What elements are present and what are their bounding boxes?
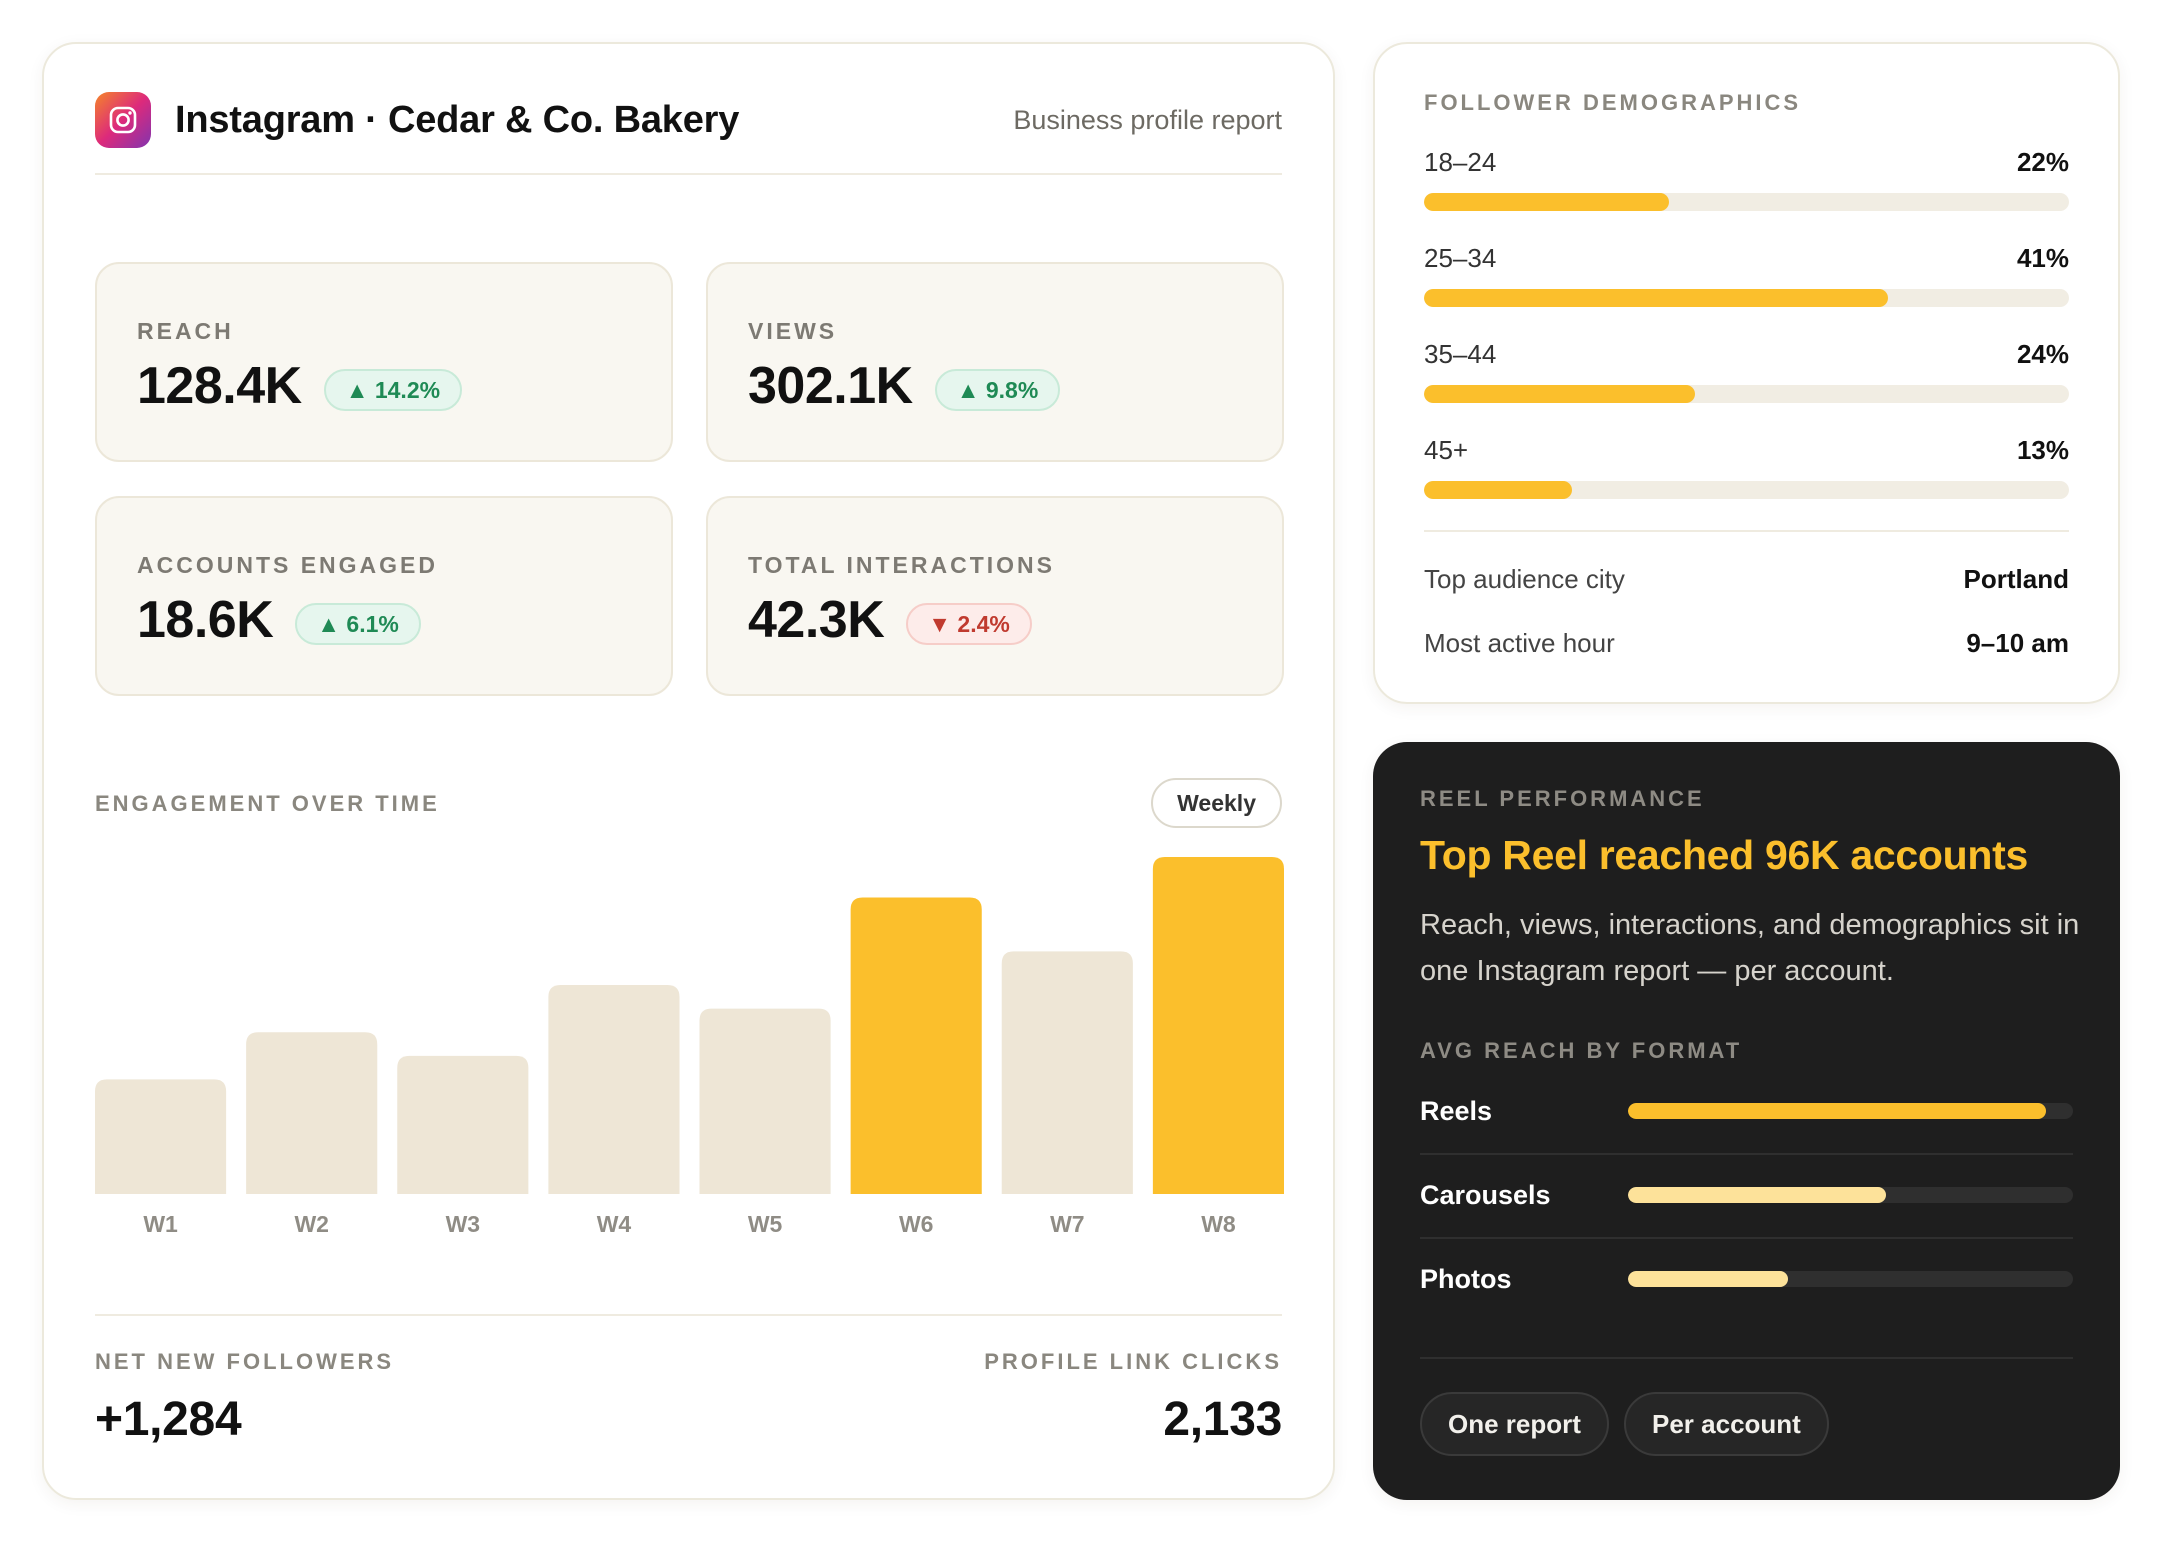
demographics-divider xyxy=(1424,530,2069,532)
kpi-value: 18.6K xyxy=(137,591,274,649)
reel-performance-label: REEL PERFORMANCE xyxy=(1420,786,1705,811)
chart-bar-w6 xyxy=(850,897,982,1194)
kpi-label: REACH xyxy=(137,318,234,344)
age-label: 25–34 xyxy=(1424,243,1497,273)
format-row-reels: Reels xyxy=(1420,1069,2073,1153)
age-row-25-34: 25–34 41% xyxy=(1424,243,2069,313)
x-tick-label: W3 xyxy=(446,1211,481,1237)
most-active-hour-row: Most active hour 9–10 am xyxy=(1424,628,2069,659)
kpi-value: 128.4K xyxy=(137,357,302,415)
x-tick-label: W5 xyxy=(748,1211,783,1237)
reel-description: Reach, views, interactions, and demograp… xyxy=(1420,909,2080,987)
period-toggle-weekly[interactable]: Weekly xyxy=(1151,778,1282,828)
format-bar-fill xyxy=(1628,1271,1789,1287)
age-label: 18–24 xyxy=(1424,147,1497,177)
x-tick-label: W2 xyxy=(294,1211,329,1237)
net-new-followers-value: +1,284 xyxy=(95,1393,242,1446)
x-tick-label: W6 xyxy=(899,1211,934,1237)
chart-bar-w3 xyxy=(397,1055,529,1194)
kpi-value: 42.3K xyxy=(748,591,885,649)
age-bar-fill xyxy=(1424,193,1670,211)
kpi-label: VIEWS xyxy=(748,318,838,344)
age-row-35-44: 35–44 24% xyxy=(1424,339,2069,409)
age-bar-track xyxy=(1424,289,2069,307)
reel-headline: Top Reel reached 96K accounts xyxy=(1420,832,2029,878)
net-new-followers-label: NET NEW FOLLOWERS xyxy=(95,1349,395,1374)
engagement-report-card: Instagram · Cedar & Co. Bakery Business … xyxy=(42,42,1335,1500)
age-bar-track xyxy=(1424,481,2069,499)
age-row-45-plus: 45+ 13% xyxy=(1424,435,2069,505)
chart-bar-w2 xyxy=(246,1032,378,1194)
x-tick-label: W4 xyxy=(597,1211,632,1237)
format-bar-fill xyxy=(1628,1187,1887,1203)
kpi-label: TOTAL INTERACTIONS xyxy=(748,552,1055,578)
stat-value: Portland xyxy=(1963,564,2069,594)
age-bar-track xyxy=(1424,193,2069,211)
format-divider xyxy=(1420,1237,2073,1239)
x-tick-label: W8 xyxy=(1201,1211,1236,1237)
format-row-carousels: Carousels xyxy=(1420,1153,2073,1237)
report-subtitle: Business profile report xyxy=(1013,105,1282,135)
kpi-card-reach[interactable]: REACH 128.4K ▲ 14.2% xyxy=(95,262,673,462)
kpi-card-total-interactions[interactable]: TOTAL INTERACTIONS 42.3K ▼ 2.4% xyxy=(706,496,1284,696)
demographics-label: FOLLOWER DEMOGRAPHICS xyxy=(1424,90,1802,115)
format-name: Photos xyxy=(1420,1263,1512,1294)
reel-performance-card: REEL PERFORMANCE Top Reel reached 96K ac… xyxy=(1373,742,2120,1500)
chart-bar-w7 xyxy=(1001,951,1133,1194)
age-percent: 13% xyxy=(2016,435,2069,465)
per-account-pill[interactable]: Per account xyxy=(1624,1392,1829,1456)
format-name: Carousels xyxy=(1420,1179,1551,1210)
report-header: Instagram · Cedar & Co. Bakery Business … xyxy=(95,92,1282,175)
chart-bar-w5 xyxy=(699,1008,831,1194)
footer-divider xyxy=(95,1314,1282,1316)
delta-badge: ▲ 6.1% xyxy=(295,603,421,645)
profile-link-clicks-value: 2,133 xyxy=(1163,1393,1282,1446)
format-divider xyxy=(1420,1153,2073,1155)
engagement-bar-chart: W1 W2 W3 W4 W5 W6 W7 W8 xyxy=(95,857,1284,1237)
x-tick-label: W7 xyxy=(1050,1211,1085,1237)
format-name: Reels xyxy=(1420,1095,1493,1126)
kpi-label: ACCOUNTS ENGAGED xyxy=(137,552,439,578)
format-divider xyxy=(1420,1357,2073,1359)
stat-key: Most active hour xyxy=(1424,628,1615,658)
format-row-photos: Photos xyxy=(1420,1237,2073,1321)
chart-bar-w4 xyxy=(548,985,680,1194)
chart-bar-w8 xyxy=(1152,857,1284,1194)
age-bar-track xyxy=(1424,385,2069,403)
one-report-pill[interactable]: One report xyxy=(1420,1392,1609,1456)
kpi-card-accounts-engaged[interactable]: ACCOUNTS ENGAGED 18.6K ▲ 6.1% xyxy=(95,496,673,696)
profile-link-clicks-label: PROFILE LINK CLICKS xyxy=(984,1349,1282,1374)
age-percent: 24% xyxy=(2016,339,2069,369)
engagement-section-label: ENGAGEMENT OVER TIME xyxy=(95,791,440,816)
age-percent: 41% xyxy=(2016,243,2069,273)
stat-value: 9–10 am xyxy=(1966,628,2069,658)
format-bar-track xyxy=(1628,1187,2073,1203)
avg-reach-by-format-label: AVG REACH BY FORMAT xyxy=(1420,1038,1743,1063)
top-audience-city-row: Top audience city Portland xyxy=(1424,564,2069,595)
chart-bar-w1 xyxy=(95,1079,227,1194)
kpi-card-views[interactable]: VIEWS 302.1K ▲ 9.8% xyxy=(706,262,1284,462)
age-row-18-24: 18–24 22% xyxy=(1424,147,2069,217)
format-bar-track xyxy=(1628,1103,2073,1119)
kpi-value: 302.1K xyxy=(748,357,913,415)
delta-badge: ▲ 9.8% xyxy=(934,369,1061,411)
x-tick-label: W1 xyxy=(143,1211,178,1237)
follower-demographics-card: FOLLOWER DEMOGRAPHICS 18–24 22% 25–34 41… xyxy=(1373,42,2120,704)
stat-key: Top audience city xyxy=(1424,564,1625,594)
format-bar-fill xyxy=(1628,1103,2047,1119)
delta-badge: ▲ 14.2% xyxy=(323,369,463,411)
page-title: Instagram · Cedar & Co. Bakery xyxy=(175,99,740,141)
age-bar-fill xyxy=(1424,385,1695,403)
age-percent: 22% xyxy=(2016,147,2069,177)
instagram-icon xyxy=(95,92,151,148)
age-bar-fill xyxy=(1424,481,1573,499)
age-label: 45+ xyxy=(1424,435,1469,465)
delta-badge: ▼ 2.4% xyxy=(906,603,1032,645)
age-bar-fill xyxy=(1424,289,1889,307)
age-label: 35–44 xyxy=(1424,339,1497,369)
format-bar-track xyxy=(1628,1271,2073,1287)
